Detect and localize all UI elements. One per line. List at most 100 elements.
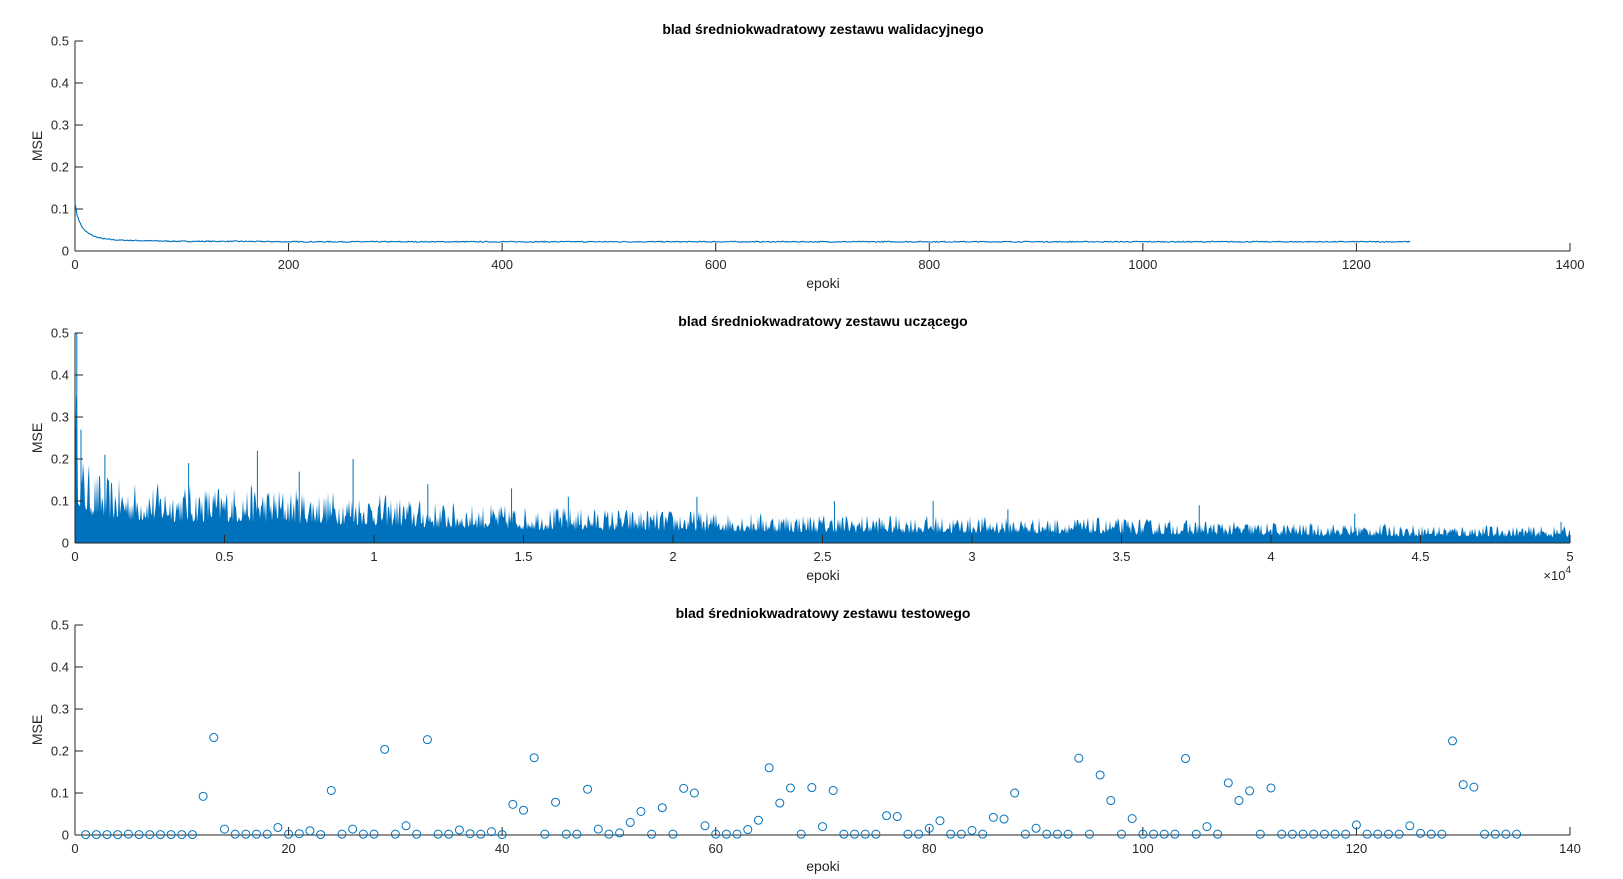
test-y-tick-label: 0.5 <box>51 618 69 633</box>
test-mse-point <box>316 830 326 840</box>
test-mse-point <box>657 803 667 813</box>
test-mse-point <box>871 829 881 839</box>
test-mse-point <box>1501 829 1511 839</box>
training-title: blad średniokwadratowy zestawu uczącego <box>678 313 967 329</box>
test-mse-point <box>860 829 870 839</box>
validation-y-tick-label: 0 <box>62 244 69 259</box>
test-mse-point <box>721 829 731 839</box>
test-mse-point <box>198 791 208 801</box>
test-mse-point <box>1255 829 1265 839</box>
test-mse-point <box>882 811 892 821</box>
training-x-tick-label: 0 <box>71 549 78 564</box>
test-mse-point <box>1383 829 1393 839</box>
test-y-label: MSE <box>29 715 45 745</box>
test-mse-point <box>166 830 176 840</box>
test-x-tick-label: 140 <box>1559 841 1581 856</box>
test-mse-point <box>551 797 561 807</box>
test-mse-point <box>1480 829 1490 839</box>
test-mse-point <box>529 753 539 763</box>
test-mse-point <box>177 830 187 840</box>
validation-y-tick-label: 0.2 <box>51 160 69 175</box>
test-mse-point <box>1373 829 1383 839</box>
test-mse-point <box>1095 770 1105 780</box>
test-mse-point <box>1448 736 1458 746</box>
test-mse-point <box>978 829 988 839</box>
test-mse-point <box>444 829 454 839</box>
training-x-tick-label: 2 <box>669 549 676 564</box>
test-mse-point <box>1341 829 1351 839</box>
test-mse-point <box>1213 829 1223 839</box>
validation-y-tick-label: 0.5 <box>51 34 69 49</box>
validation-x-tick-label: 600 <box>705 257 727 272</box>
training-plot-area: 0 0.5 1 1.5 2 2.5 3 3.5 4 4.5 5 0 0.1 0.2 0.3 0.4 0.5 <box>51 326 1574 565</box>
test-mse-point <box>1138 829 1148 839</box>
test-x-tick-label: 120 <box>1346 841 1368 856</box>
training-y-tick-label: 0.3 <box>51 410 69 425</box>
test-x-tick-label: 20 <box>281 841 295 856</box>
training-y-label: MSE <box>29 423 45 453</box>
test-mse-point <box>1191 829 1201 839</box>
test-mse-point <box>1074 753 1084 763</box>
test-mse-point <box>764 763 774 773</box>
test-mse-point <box>433 829 443 839</box>
training-x-tick-label: 3.5 <box>1112 549 1130 564</box>
test-mse-point <box>187 830 197 840</box>
training-x-tick-label: 1.5 <box>514 549 532 564</box>
validation-x-tick-label: 1200 <box>1342 257 1371 272</box>
test-mse-point <box>1351 820 1361 830</box>
validation-x-tick-label: 200 <box>278 257 300 272</box>
test-mse-point <box>796 829 806 839</box>
test-x-tick-label: 100 <box>1132 841 1154 856</box>
test-mse-point <box>348 824 358 834</box>
test-mse-point <box>625 817 635 827</box>
training-y-tick-label: 0 <box>62 536 69 551</box>
test-mse-point <box>1031 823 1041 833</box>
test-mse-point <box>1117 829 1126 839</box>
test-mse-point <box>1245 786 1255 796</box>
training-x-exponent-power: 4 <box>1565 565 1571 576</box>
test-mse-point <box>294 829 304 839</box>
test-y-tick-label: 0.1 <box>51 786 69 801</box>
test-mse-point <box>422 735 432 745</box>
test-mse-point <box>1512 829 1522 839</box>
test-mse-point <box>1426 829 1436 839</box>
test-mse-point <box>1181 754 1191 764</box>
validation-x-label: epoki <box>806 275 839 291</box>
training-y-tick-label: 0.1 <box>51 494 69 509</box>
test-x-tick-label: 40 <box>495 841 509 856</box>
validation-title: blad średniokwadratowy zestawu walidacyj… <box>662 21 983 37</box>
test-mse-point <box>636 806 646 816</box>
test-mse-point <box>956 829 966 839</box>
test-mse-point <box>1458 780 1468 790</box>
test-mse-point <box>1469 782 1479 792</box>
test-mse-point <box>1170 829 1180 839</box>
test-mse-point <box>1394 829 1404 839</box>
test-mse-point <box>380 744 390 754</box>
test-x-tick-label: 80 <box>922 841 936 856</box>
test-mse-point <box>486 827 496 837</box>
test-mse-point <box>412 829 422 839</box>
test-mse-point <box>497 830 507 840</box>
subplot-test: blad średniokwadratowy zestawu testowego… <box>29 605 1581 874</box>
test-mse-point <box>102 830 112 840</box>
test-mse-point <box>935 816 945 826</box>
test-mse-point <box>967 825 977 835</box>
test-mse-point <box>1309 829 1319 839</box>
test-mse-point <box>305 826 315 836</box>
test-mse-point <box>1010 788 1020 798</box>
test-mse-point <box>903 829 913 839</box>
test-x-label: epoki <box>806 858 839 874</box>
test-y-tick-label: 0.3 <box>51 702 69 717</box>
test-mse-point <box>1223 778 1233 788</box>
test-x-tick-label: 0 <box>71 841 78 856</box>
training-x-tick-label: 0.5 <box>215 549 233 564</box>
test-y-tick-label: 0 <box>62 828 69 843</box>
test-mse-point <box>519 805 528 815</box>
test-mse-point <box>1106 796 1116 806</box>
test-mse-point <box>508 799 518 809</box>
subplot-validation: blad średniokwadratowy zestawu walidacyj… <box>29 21 1584 291</box>
training-x-tick-label: 2.5 <box>813 549 831 564</box>
test-mse-point <box>262 829 272 839</box>
test-mse-point <box>1042 829 1052 839</box>
test-mse-point <box>753 815 763 825</box>
